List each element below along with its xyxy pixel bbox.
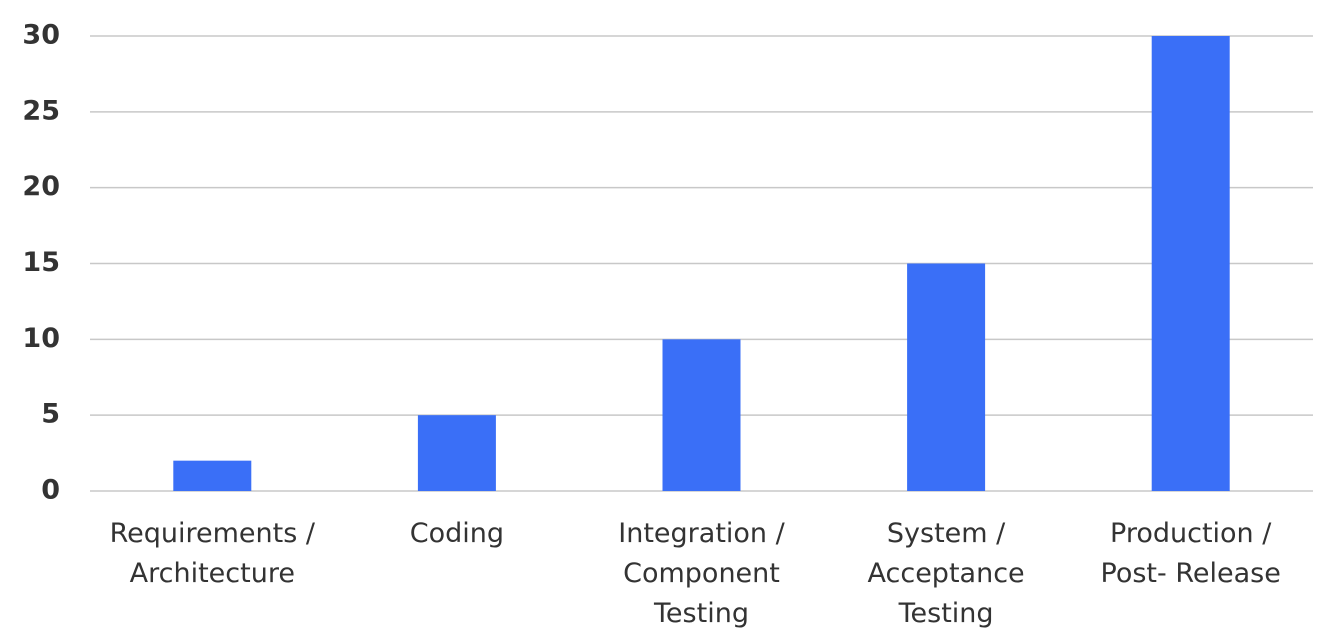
bar [173, 460, 252, 491]
x-tick-label: Production / Post- Release [1100, 518, 1281, 589]
y-tick-label: 15 [22, 247, 60, 278]
bar [1151, 36, 1230, 491]
bar [662, 339, 741, 491]
x-tick-label: Integration / Component Testing [618, 518, 785, 629]
y-tick-label: 10 [22, 323, 60, 354]
x-tick-label: System / Acceptance Testing [867, 518, 1025, 629]
bar [907, 263, 986, 491]
y-tick-label: 20 [22, 171, 60, 202]
x-tick-label: Requirements / Architecture [109, 518, 315, 589]
x-tick-label: Coding [409, 518, 505, 549]
y-tick-label: 30 [22, 20, 60, 51]
y-tick-label: 25 [22, 95, 60, 126]
y-tick-label: 0 [41, 475, 60, 506]
y-tick-label: 5 [41, 399, 60, 430]
bar [417, 415, 496, 491]
